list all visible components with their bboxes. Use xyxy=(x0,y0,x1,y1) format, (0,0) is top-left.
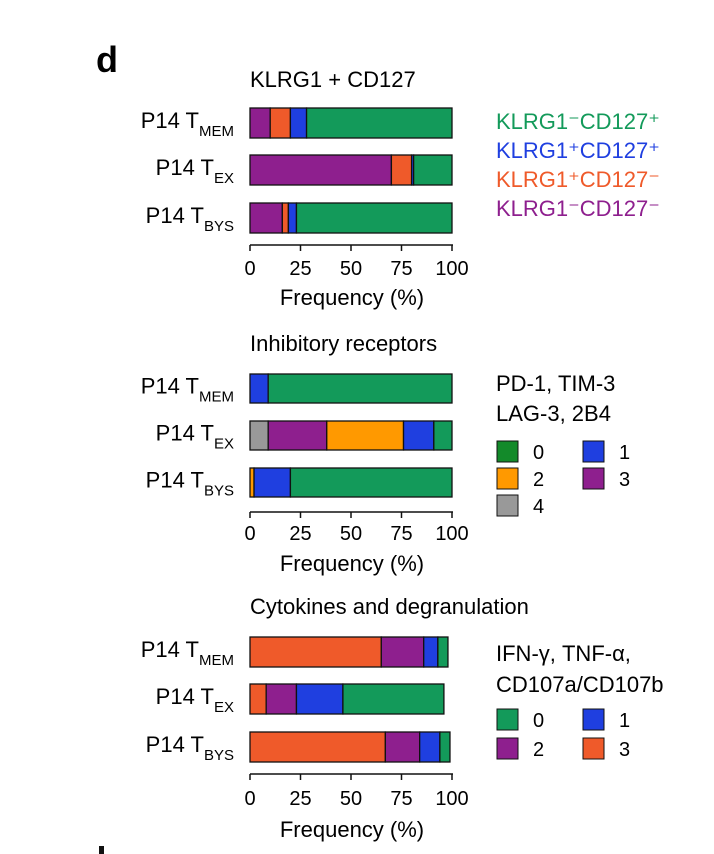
bar-segment-row3-series1 xyxy=(249,731,386,763)
bar-segment-row1-series2 xyxy=(380,636,425,668)
panel-letter: d xyxy=(96,39,118,80)
bar-segment-row1-series4 xyxy=(249,373,269,404)
x-tick-label: 75 xyxy=(390,788,412,810)
charts-group: KLRG1 + CD127 P14 TMEM P14 TEX P14 TBYS 0 25 5… xyxy=(141,67,664,842)
legend-label: 1 xyxy=(619,442,630,464)
bar-segment-row1-series3 xyxy=(289,107,308,139)
bar-segment-row3-series3 xyxy=(419,731,441,763)
legend-label: 3 xyxy=(619,739,630,761)
legend-swatch xyxy=(496,467,519,490)
bar-segment-row2-series1 xyxy=(249,420,269,451)
bar-segment-row1-series1 xyxy=(249,107,271,139)
bar-segment-row2-series1 xyxy=(249,683,267,715)
legend-label: 2 xyxy=(533,469,544,491)
bar-segment-row1-series5 xyxy=(267,373,453,404)
x-tick-label: 50 xyxy=(340,258,362,280)
legend-label: 0 xyxy=(533,710,544,732)
legend-entry: KLRG1⁺CD127⁺ xyxy=(496,138,660,163)
chart-title: Cytokines and degranulation xyxy=(250,594,529,619)
legend-heading: IFN-γ, TNF-α, xyxy=(496,641,631,666)
legend-label: 1 xyxy=(619,710,630,732)
legend-label: 4 xyxy=(533,496,544,518)
chart-2: Inhibitory receptors P14 TMEM P14 TEX P14 T… xyxy=(141,331,630,576)
bar-segment-row1-series2 xyxy=(269,107,292,139)
bar-segment-row1-series3 xyxy=(423,636,439,668)
legend-swatch xyxy=(496,494,519,517)
legend-swatch xyxy=(582,737,605,760)
row-label: P14 TMEM xyxy=(141,637,234,669)
bar-segment-row3-series4 xyxy=(439,731,451,763)
bar-segment-row3-series1 xyxy=(249,202,283,234)
row-label: P14 TEX xyxy=(156,155,234,187)
bar-segment-row3-series2 xyxy=(384,731,421,763)
x-tick-label: 100 xyxy=(435,523,468,545)
x-tick-label: 100 xyxy=(435,258,468,280)
chart-title: Inhibitory receptors xyxy=(250,331,437,356)
x-tick-label: 75 xyxy=(390,258,412,280)
legend-heading: CD107a/CD107b xyxy=(496,672,664,697)
legend-swatch xyxy=(496,708,519,731)
x-axis-label: Frequency (%) xyxy=(280,551,424,576)
legend-heading: LAG-3, 2B4 xyxy=(496,401,611,426)
row-label: P14 TBYS xyxy=(146,203,234,235)
chart-3: Cytokines and degranulation P14 TMEM P14 T… xyxy=(141,594,664,842)
bar-segment-row1-series4 xyxy=(437,636,449,668)
x-tick-label: 100 xyxy=(435,788,468,810)
row-label: P14 TBYS xyxy=(146,732,234,764)
bar-segment-row2-series3 xyxy=(326,420,405,451)
legend-swatch xyxy=(582,467,605,490)
x-axis-label: Frequency (%) xyxy=(280,817,424,842)
chart-1: KLRG1 + CD127 P14 TMEM P14 TEX P14 TBYS 0 25 5… xyxy=(141,67,660,310)
x-tick-label: 0 xyxy=(244,523,255,545)
bar-segment-row3-series2 xyxy=(281,202,290,234)
row-label: P14 TEX xyxy=(156,421,234,453)
legend-label: 3 xyxy=(619,469,630,491)
bar-segment-row2-series2 xyxy=(267,420,328,451)
x-tick-label: 0 xyxy=(244,258,255,280)
bar-segment-row2-series1 xyxy=(249,154,393,186)
x-tick-label: 25 xyxy=(289,523,311,545)
clipped-glyph-fragment xyxy=(99,846,104,854)
legend-swatch xyxy=(582,440,605,463)
row-label: P14 TMEM xyxy=(141,374,234,406)
legend-swatch xyxy=(582,708,605,731)
legend-entry: KLRG1⁻CD127⁻ xyxy=(496,196,660,221)
legend-label: 2 xyxy=(533,739,544,761)
x-axis-label: Frequency (%) xyxy=(280,285,424,310)
row-label: P14 TMEM xyxy=(141,108,234,140)
bar-segment-row3-series4 xyxy=(253,467,292,498)
bar-segment-row3-series5 xyxy=(289,467,453,498)
x-tick-label: 25 xyxy=(289,258,311,280)
bar-segment-row2-series4 xyxy=(412,154,453,186)
legend-entry: KLRG1⁻CD127⁺ xyxy=(496,109,660,134)
legend-swatch xyxy=(496,440,519,463)
bar-segment-row1-series4 xyxy=(305,107,453,139)
legend-entry: KLRG1⁺CD127⁻ xyxy=(496,167,660,192)
bar-segment-row2-series2 xyxy=(265,683,298,715)
x-tick-label: 50 xyxy=(340,523,362,545)
x-tick-label: 0 xyxy=(244,788,255,810)
bar-segment-row3-series4 xyxy=(295,202,453,234)
legend-swatch xyxy=(496,737,519,760)
bar-segment-row2-series4 xyxy=(402,420,435,451)
legend-label: 0 xyxy=(533,442,544,464)
x-tick-label: 75 xyxy=(390,523,412,545)
x-tick-label: 25 xyxy=(289,788,311,810)
bar-segment-row3-series3 xyxy=(287,202,298,234)
row-label: P14 TEX xyxy=(156,684,234,716)
bar-segment-row1-series1 xyxy=(249,636,382,668)
bar-segment-row2-series5 xyxy=(433,420,453,451)
legend-heading: PD-1, TIM-3 xyxy=(496,371,615,396)
bar-segment-row2-series4 xyxy=(342,683,445,715)
bar-segment-row2-series3 xyxy=(295,683,344,715)
x-tick-label: 50 xyxy=(340,788,362,810)
chart-title: KLRG1 + CD127 xyxy=(250,67,416,92)
bar-segment-row2-series2 xyxy=(390,154,413,186)
row-label: P14 TBYS xyxy=(146,468,234,500)
